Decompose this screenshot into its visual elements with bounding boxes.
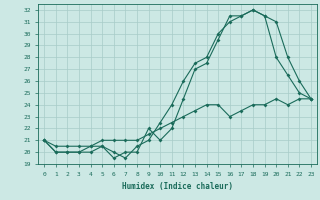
X-axis label: Humidex (Indice chaleur): Humidex (Indice chaleur) xyxy=(122,182,233,191)
